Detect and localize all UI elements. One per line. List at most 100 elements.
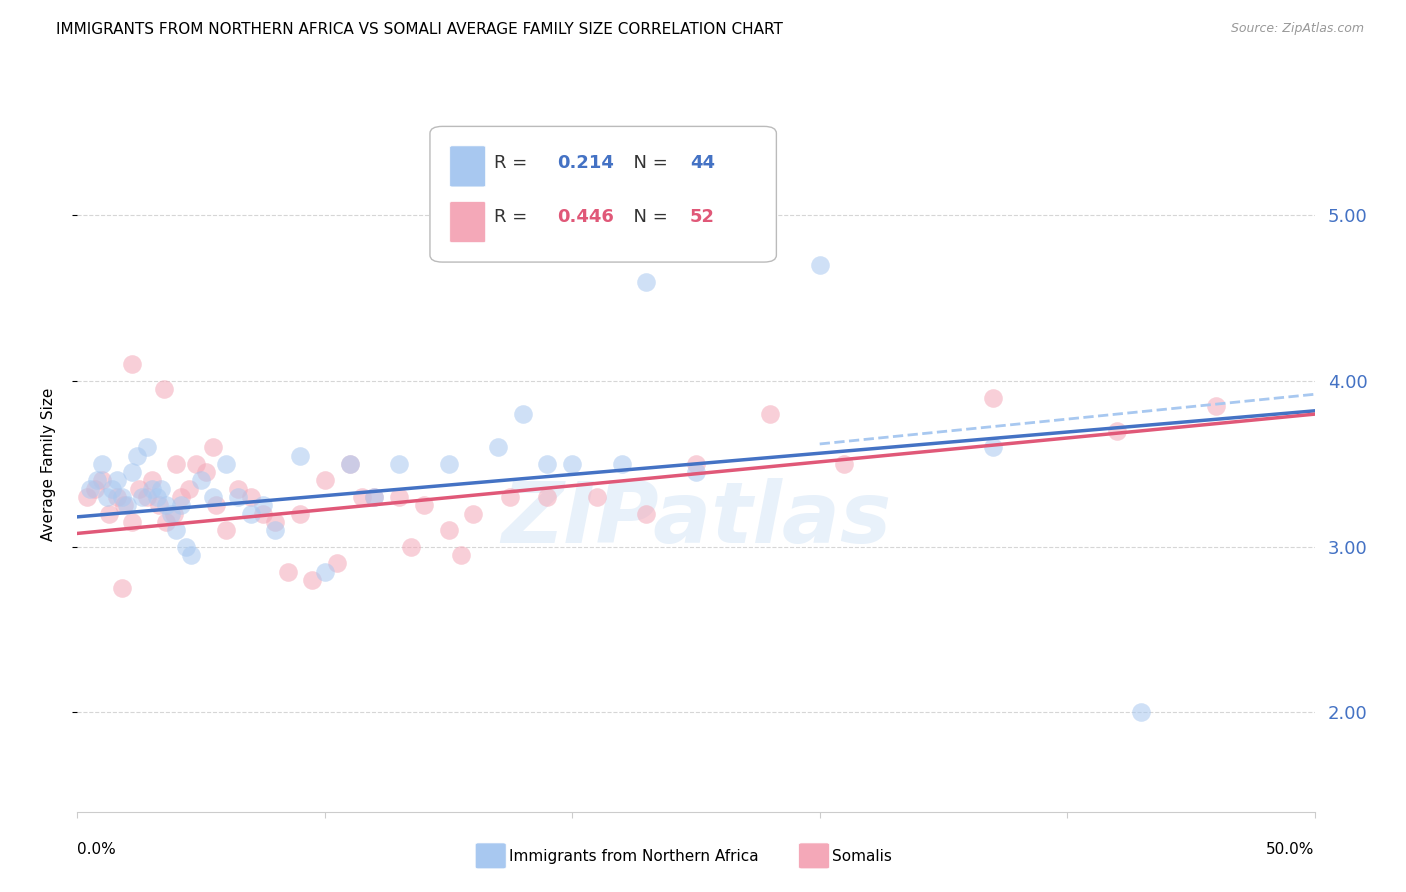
Point: [215, 457, 238, 471]
Point: [339, 457, 361, 471]
Point: [1105, 424, 1128, 438]
Point: [339, 457, 361, 471]
Point: [350, 490, 373, 504]
Point: [128, 482, 150, 496]
Point: [165, 457, 187, 471]
Point: [314, 565, 336, 579]
Point: [125, 449, 148, 463]
Point: [170, 490, 193, 504]
Point: [180, 548, 202, 562]
Text: R =: R =: [495, 208, 533, 226]
Point: [486, 440, 509, 454]
Text: IMMIGRANTS FROM NORTHERN AFRICA VS SOMALI AVERAGE FAMILY SIZE CORRELATION CHART: IMMIGRANTS FROM NORTHERN AFRICA VS SOMAL…: [56, 22, 783, 37]
Point: [131, 490, 153, 504]
Point: [121, 465, 143, 479]
Point: [636, 507, 658, 521]
Point: [412, 498, 434, 512]
Point: [148, 498, 170, 512]
Text: 50.0%: 50.0%: [1267, 841, 1315, 856]
Point: [1205, 399, 1227, 413]
Point: [153, 382, 176, 396]
Point: [112, 498, 135, 512]
Point: [202, 440, 225, 454]
Point: [174, 540, 197, 554]
Point: [163, 507, 186, 521]
Point: [141, 482, 163, 496]
Point: [834, 457, 856, 471]
Point: [252, 498, 274, 512]
Point: [314, 474, 336, 488]
Point: [98, 507, 121, 521]
Text: 0.0%: 0.0%: [77, 841, 117, 856]
Point: [288, 507, 311, 521]
FancyBboxPatch shape: [450, 146, 485, 187]
Point: [363, 490, 385, 504]
Y-axis label: Average Family Size: Average Family Size: [42, 387, 56, 541]
Point: [586, 490, 609, 504]
Point: [450, 548, 472, 562]
Text: 44: 44: [690, 153, 714, 171]
Point: [105, 474, 128, 488]
Point: [981, 440, 1004, 454]
Point: [226, 482, 249, 496]
Text: R =: R =: [495, 153, 533, 171]
Point: [121, 515, 143, 529]
FancyBboxPatch shape: [430, 127, 776, 262]
Point: [155, 498, 177, 512]
Point: [463, 507, 485, 521]
Point: [499, 490, 522, 504]
Point: [86, 474, 108, 488]
Text: N =: N =: [621, 153, 673, 171]
Text: ZIPatlas: ZIPatlas: [501, 478, 891, 561]
Point: [512, 407, 534, 421]
Point: [326, 556, 349, 570]
Point: [141, 474, 163, 488]
Point: [96, 490, 118, 504]
Point: [177, 482, 200, 496]
Point: [401, 540, 423, 554]
Point: [610, 457, 633, 471]
Point: [277, 565, 299, 579]
Point: [437, 457, 460, 471]
Point: [202, 490, 225, 504]
Text: Immigrants from Northern Africa: Immigrants from Northern Africa: [509, 849, 759, 863]
Point: [115, 498, 138, 512]
Point: [252, 507, 274, 521]
Point: [981, 391, 1004, 405]
Point: [165, 523, 187, 537]
Point: [226, 490, 249, 504]
Text: Somalis: Somalis: [832, 849, 893, 863]
Point: [808, 258, 831, 272]
Point: [1130, 706, 1153, 720]
Point: [239, 507, 262, 521]
Point: [561, 457, 583, 471]
Point: [79, 482, 101, 496]
Point: [184, 457, 207, 471]
Point: [215, 523, 238, 537]
Point: [363, 490, 385, 504]
Point: [155, 515, 177, 529]
Point: [636, 275, 658, 289]
Point: [239, 490, 262, 504]
Text: N =: N =: [621, 208, 673, 226]
Point: [135, 490, 157, 504]
Point: [288, 449, 311, 463]
Point: [437, 523, 460, 537]
Point: [91, 457, 114, 471]
Point: [205, 498, 228, 512]
Point: [101, 482, 124, 496]
Point: [388, 457, 411, 471]
Point: [685, 457, 707, 471]
Text: 0.446: 0.446: [557, 208, 614, 226]
Text: 0.214: 0.214: [557, 153, 614, 171]
Point: [685, 465, 707, 479]
Point: [759, 407, 782, 421]
Text: Source: ZipAtlas.com: Source: ZipAtlas.com: [1230, 22, 1364, 36]
Text: 52: 52: [690, 208, 714, 226]
Point: [190, 474, 212, 488]
Point: [76, 490, 98, 504]
Point: [145, 490, 167, 504]
Point: [150, 482, 173, 496]
Point: [83, 482, 105, 496]
Point: [170, 498, 193, 512]
